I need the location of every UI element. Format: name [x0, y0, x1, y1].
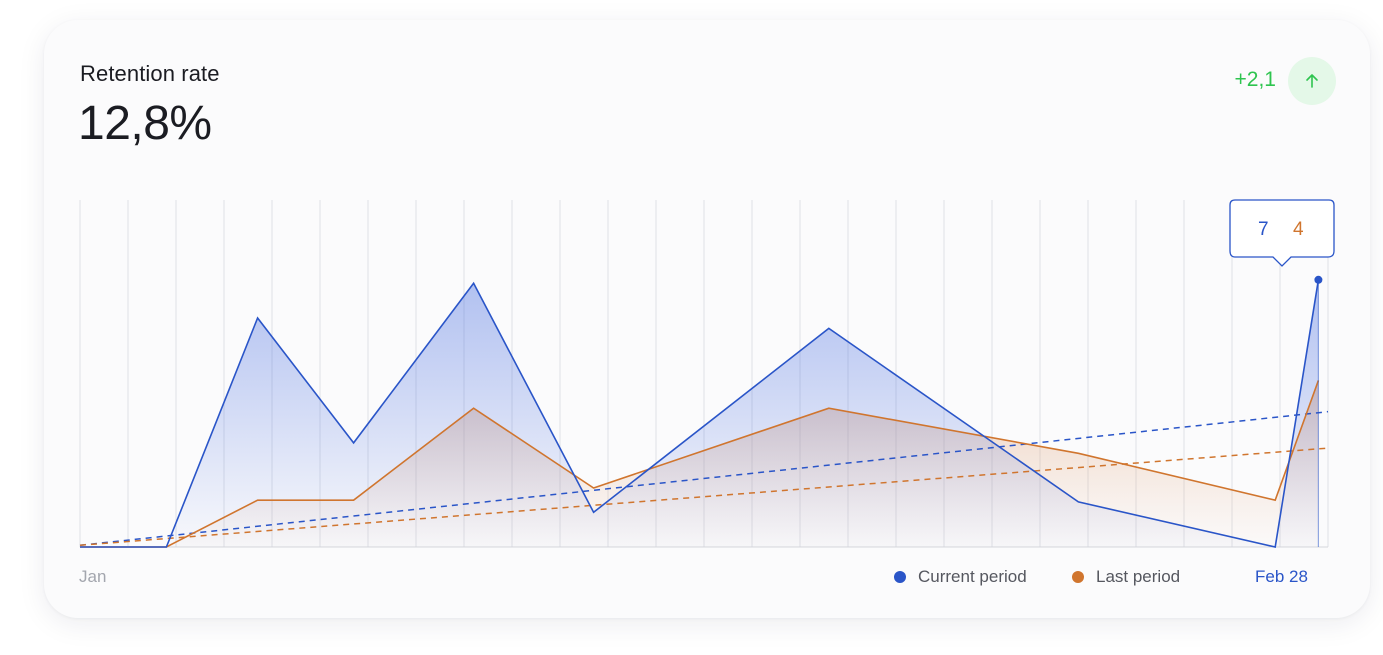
series-area-current: [80, 279, 1319, 547]
delta-badge: [1288, 57, 1336, 105]
legend-last-period[interactable]: Last period: [1072, 567, 1180, 587]
series-line-last: [80, 380, 1320, 548]
x-axis-start-label: Jan: [79, 567, 107, 586]
legend-last-dot-icon: [1072, 571, 1084, 583]
trend-line-current: [79, 410, 1329, 547]
legend-current-label: Current period: [918, 567, 1027, 586]
tooltip-frame: [1229, 199, 1335, 267]
chart-tooltip: 7 4: [1229, 199, 1335, 267]
delta-value: +2,1: [1234, 68, 1276, 91]
arrow-up-icon: [1306, 74, 1318, 88]
hover-point-current: [1314, 275, 1323, 284]
retention-value: 12,8%: [78, 97, 212, 150]
tooltip-last-value: 4: [1293, 219, 1304, 240]
legend-current-period[interactable]: Current period: [894, 567, 1027, 587]
tooltip-current-value: 7: [1258, 219, 1269, 240]
legend-current-dot-icon: [894, 571, 906, 583]
x-axis-end-label: Feb 28: [1255, 567, 1308, 586]
series-line-current: [80, 279, 1320, 548]
card-title: Retention rate: [80, 61, 220, 86]
legend-last-label: Last period: [1096, 567, 1181, 586]
